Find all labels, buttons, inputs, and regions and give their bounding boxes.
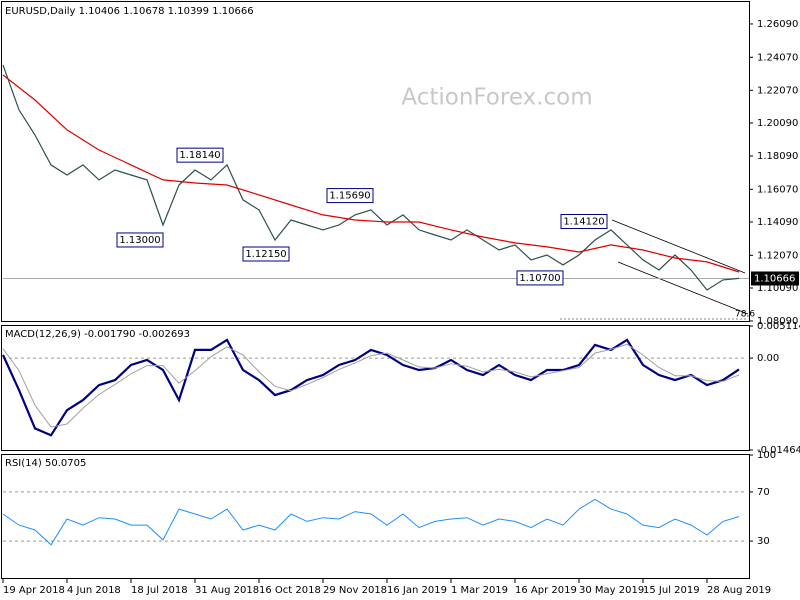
x-tick-label: 19 Apr 2018 [3,585,65,596]
price-label-box [176,147,224,163]
price-label-box [242,246,290,262]
panel-title: EURUSD,Daily 1.10406 1.10678 1.10399 1.1… [5,6,254,17]
x-tick-label: 30 May 2019 [579,585,644,596]
y-tick-label: 100 [757,450,776,461]
y-tick-label: 1.14090 [757,217,798,228]
x-tick-label: 1 Mar 2019 [451,585,508,596]
y-tick-label: 0.005114 [757,321,800,332]
price-label-box [516,270,564,286]
y-tick-label: 1.16070 [757,184,798,195]
y-tick-label: 70 [757,487,770,498]
price-label-box [326,188,374,204]
y-tick-label: 1.12070 [757,250,798,261]
price-label: 1.10700 [519,273,560,284]
watermark: ActionForex.com [401,85,592,111]
y-tick-label: 1.08090 [757,316,798,327]
macd-panel [1,325,750,451]
price-label: 1.14120 [563,216,604,227]
x-tick-label: 4 Jun 2018 [67,585,121,596]
x-tick-label: 16 Jan 2019 [387,585,447,596]
y-tick-label: -0.014647 [757,445,800,456]
price-label: 1.18140 [179,150,220,161]
x-tick-label: 16 Oct 2018 [259,585,321,596]
series-line [2,64,740,291]
y-tick-label: 0.00 [757,353,779,364]
x-tick-label: 18 Jul 2018 [131,585,188,596]
price-panel [1,1,750,322]
price-label-box [560,213,608,229]
current-price-label: 1.10666 [754,273,795,284]
y-tick-label: 30 [757,536,770,547]
price-label-box [116,232,164,248]
price-label: 1.12150 [245,249,286,260]
x-tick-label: 31 Aug 2018 [195,585,259,596]
channel-upper [611,219,746,274]
channel-lower [617,261,749,315]
x-tick-label: 15 Jul 2019 [643,585,700,596]
price-label: 1.13000 [119,235,160,246]
series-line [2,498,740,546]
series-line [2,74,740,273]
x-tick-label: 16 Apr 2019 [515,585,577,596]
x-tick-label: 29 Nov 2018 [323,585,387,596]
series-line [1,338,740,437]
rsi-panel [1,454,750,579]
panel-title: MACD(12,26,9) -0.001790 -0.002693 [5,329,190,340]
y-tick-label: 1.26090 [757,19,798,30]
x-tick-label: 28 Aug 2019 [707,585,771,596]
y-tick-label: 1.10090 [757,283,798,294]
series-line [2,343,740,428]
fib-label: 78.6 [735,310,755,320]
y-tick-label: 1.22070 [757,85,798,96]
y-tick-label: 1.18090 [757,151,798,162]
y-tick-label: 1.20090 [757,118,798,129]
current-price-box [751,271,799,286]
price-label: 1.15690 [329,191,370,202]
panel-title: RSI(14) 50.0705 [5,458,86,469]
y-tick-label: 1.24070 [757,52,798,63]
